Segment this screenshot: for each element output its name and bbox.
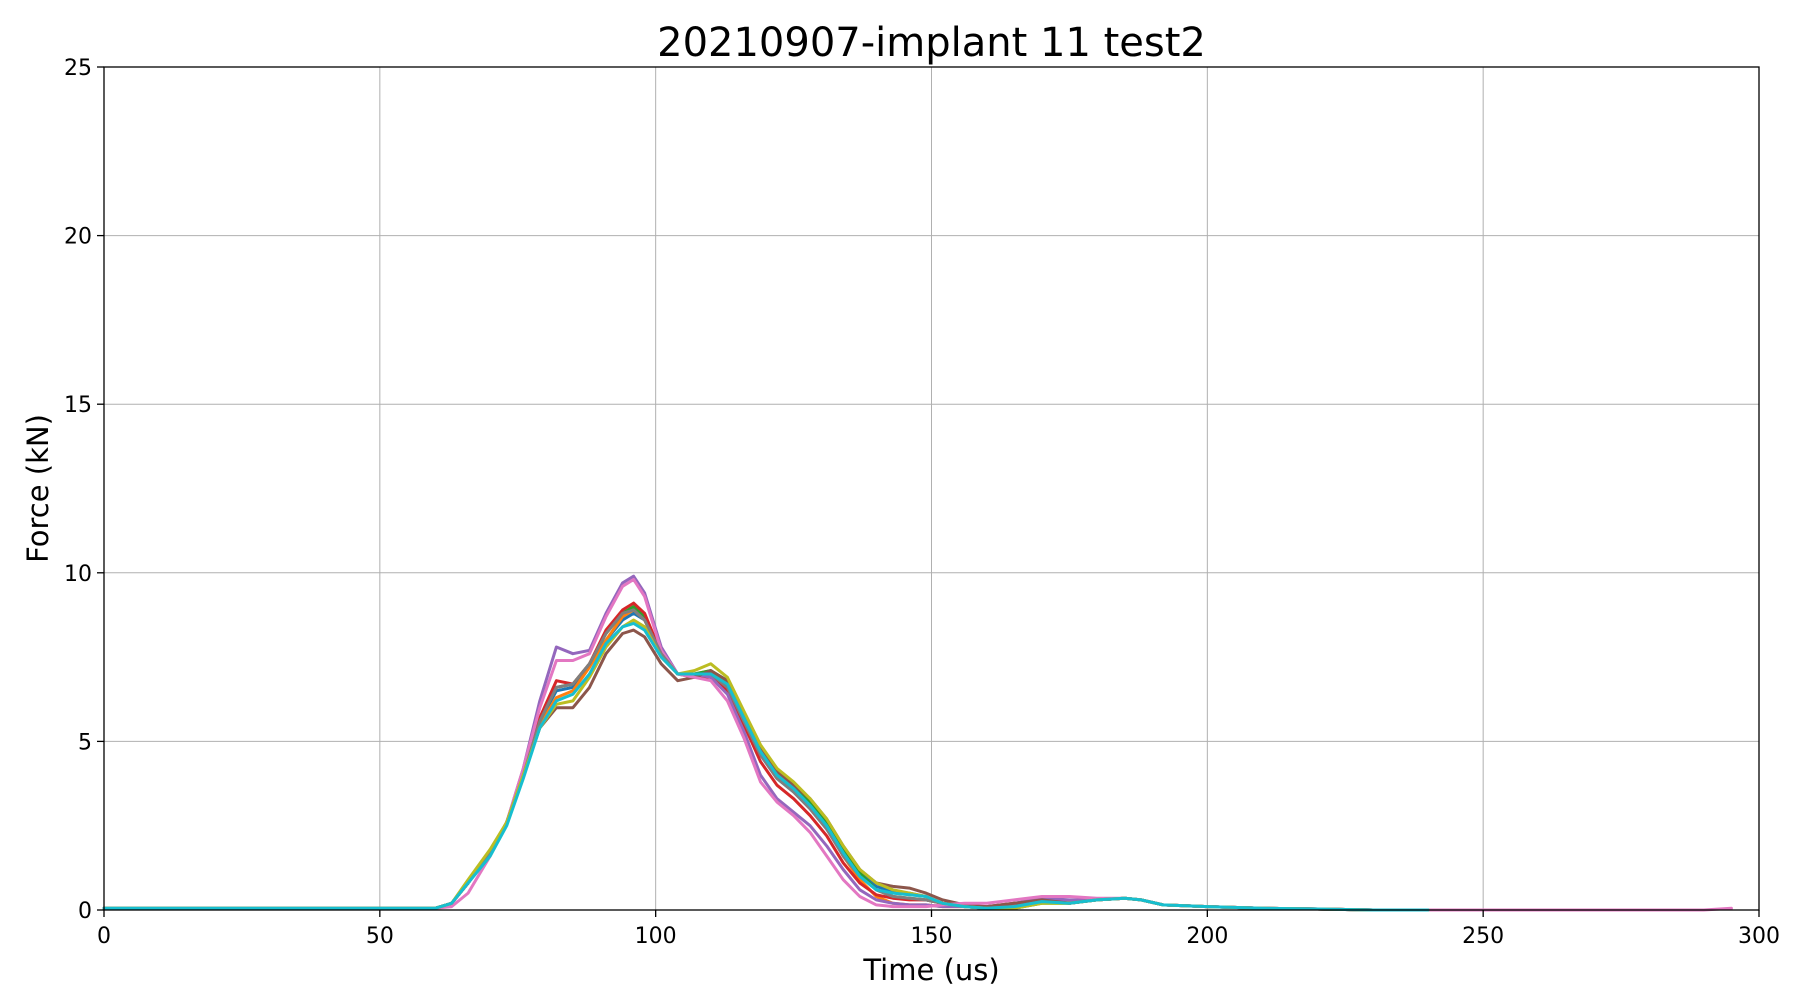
x-tick-label: 0 — [97, 924, 111, 949]
y-axis-label: Force (kN) — [21, 414, 55, 563]
x-tick-label: 300 — [1738, 924, 1780, 949]
y-tick-label: 0 — [78, 899, 92, 924]
x-tick-label: 200 — [1186, 924, 1228, 949]
x-tick-label: 250 — [1462, 924, 1504, 949]
chart-title: 20210907-implant 11 test2 — [657, 20, 1206, 66]
axis-ticks: 0 50 100 150 200 250 300 0 5 10 15 20 25 — [64, 56, 1780, 949]
y-tick-label: 10 — [64, 562, 92, 587]
x-axis-label: Time (us) — [862, 953, 999, 987]
series-line-10 — [102, 621, 1430, 912]
y-tick-label: 5 — [78, 730, 92, 755]
x-tick-label: 50 — [366, 924, 394, 949]
series-group — [102, 574, 1733, 912]
y-tick-label: 20 — [64, 225, 92, 250]
x-tick-label: 100 — [635, 924, 677, 949]
y-tick-label: 25 — [64, 56, 92, 81]
grid — [104, 67, 1759, 910]
x-tick-label: 150 — [911, 924, 953, 949]
y-tick-label: 15 — [64, 393, 92, 418]
